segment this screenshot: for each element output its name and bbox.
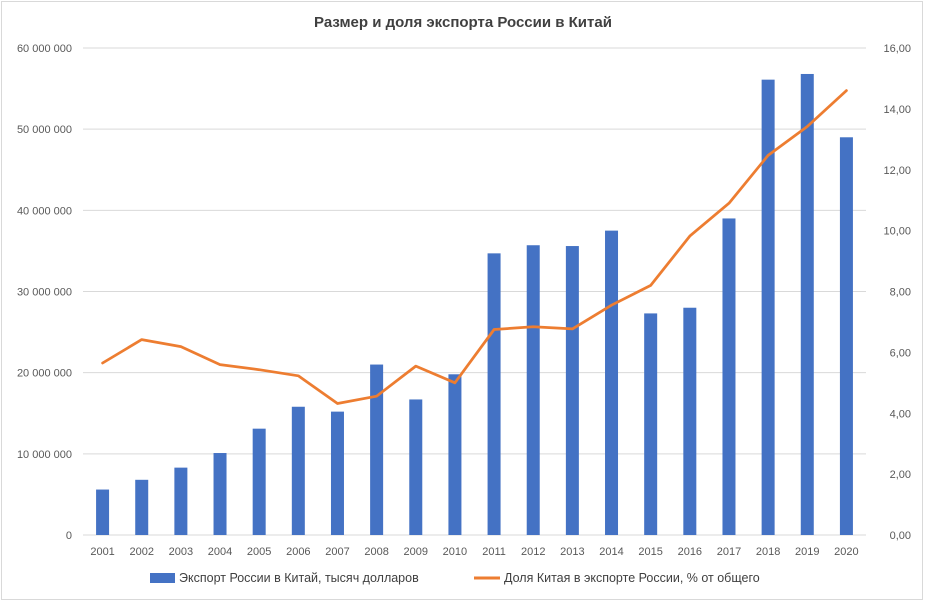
right-tick-label: 10,00 bbox=[883, 226, 911, 238]
bar bbox=[565, 246, 579, 535]
bar bbox=[330, 411, 344, 535]
bar bbox=[526, 245, 540, 536]
x-tick-label: 2017 bbox=[717, 546, 741, 558]
x-tick-label: 2010 bbox=[443, 546, 467, 558]
right-tick-label: 6,00 bbox=[890, 347, 911, 359]
x-tick-label: 2008 bbox=[364, 546, 388, 558]
legend-label-line: Доля Китая в экспорте России, % от общег… bbox=[504, 571, 760, 585]
bar bbox=[722, 218, 736, 535]
bar bbox=[644, 313, 658, 535]
bar bbox=[800, 73, 814, 536]
x-tick-label: 2018 bbox=[756, 546, 780, 558]
chart-title: Размер и доля экспорта России в Китай bbox=[314, 14, 612, 31]
legend: Экспорт России в Китай, тысяч долларов Д… bbox=[150, 571, 760, 585]
x-tick-label: 2016 bbox=[678, 546, 702, 558]
x-tick-label: 2007 bbox=[325, 546, 349, 558]
share-line bbox=[101, 89, 848, 405]
left-tick-label: 60 000 000 bbox=[17, 43, 72, 55]
bar bbox=[487, 253, 501, 535]
bar bbox=[409, 399, 423, 535]
gridlines bbox=[83, 47, 866, 536]
right-tick-label: 8,00 bbox=[890, 287, 911, 299]
x-tick-label: 2005 bbox=[247, 546, 271, 558]
bar-series bbox=[96, 73, 853, 536]
left-tick-label: 20 000 000 bbox=[17, 368, 72, 380]
x-tick-label: 2019 bbox=[795, 546, 819, 558]
bar bbox=[605, 230, 619, 535]
right-tick-label: 2,00 bbox=[890, 469, 911, 481]
x-tick-label: 2003 bbox=[169, 546, 193, 558]
x-axis-ticks: 2001 2002 2003 2004 2005 2006 2007 2008 2009 2010… bbox=[90, 546, 858, 558]
left-axis-ticks: 0 10 000 000 20 000 000 30 000 000 40 000 00… bbox=[17, 43, 72, 542]
bar bbox=[96, 489, 110, 535]
bar bbox=[761, 79, 775, 535]
right-tick-label: 14,00 bbox=[883, 104, 911, 116]
x-tick-label: 2020 bbox=[834, 546, 858, 558]
left-tick-label: 40 000 000 bbox=[17, 205, 72, 217]
bar bbox=[683, 307, 697, 535]
bar bbox=[135, 479, 149, 535]
x-tick-label: 2006 bbox=[286, 546, 310, 558]
x-tick-label: 2014 bbox=[599, 546, 623, 558]
x-tick-label: 2011 bbox=[482, 546, 506, 558]
legend-swatch-bars bbox=[150, 573, 175, 583]
x-tick-label: 2001 bbox=[90, 546, 114, 558]
bar bbox=[213, 453, 227, 535]
left-tick-label: 0 bbox=[66, 530, 72, 542]
legend-label-bars: Экспорт России в Китай, тысяч долларов bbox=[179, 571, 419, 585]
left-tick-label: 50 000 000 bbox=[17, 124, 72, 136]
bar bbox=[174, 467, 188, 535]
bar bbox=[252, 428, 266, 535]
right-tick-label: 0,00 bbox=[890, 530, 911, 542]
left-tick-label: 10 000 000 bbox=[17, 449, 72, 461]
x-tick-label: 2009 bbox=[404, 546, 428, 558]
bar bbox=[448, 374, 462, 535]
x-tick-label: 2004 bbox=[208, 546, 232, 558]
x-tick-label: 2012 bbox=[521, 546, 545, 558]
x-tick-label: 2013 bbox=[560, 546, 584, 558]
bar bbox=[839, 137, 853, 536]
right-axis-ticks: 0,00 2,00 4,00 6,00 8,00 10,00 12,00 14,00 16,00 bbox=[883, 43, 911, 542]
bar bbox=[291, 406, 305, 535]
right-tick-label: 16,00 bbox=[883, 43, 911, 55]
bar bbox=[370, 364, 384, 535]
x-tick-label: 2015 bbox=[638, 546, 662, 558]
line-series bbox=[101, 89, 848, 405]
left-tick-label: 30 000 000 bbox=[17, 287, 72, 299]
x-tick-label: 2002 bbox=[129, 546, 153, 558]
right-tick-label: 12,00 bbox=[883, 165, 911, 177]
right-tick-label: 4,00 bbox=[890, 408, 911, 420]
